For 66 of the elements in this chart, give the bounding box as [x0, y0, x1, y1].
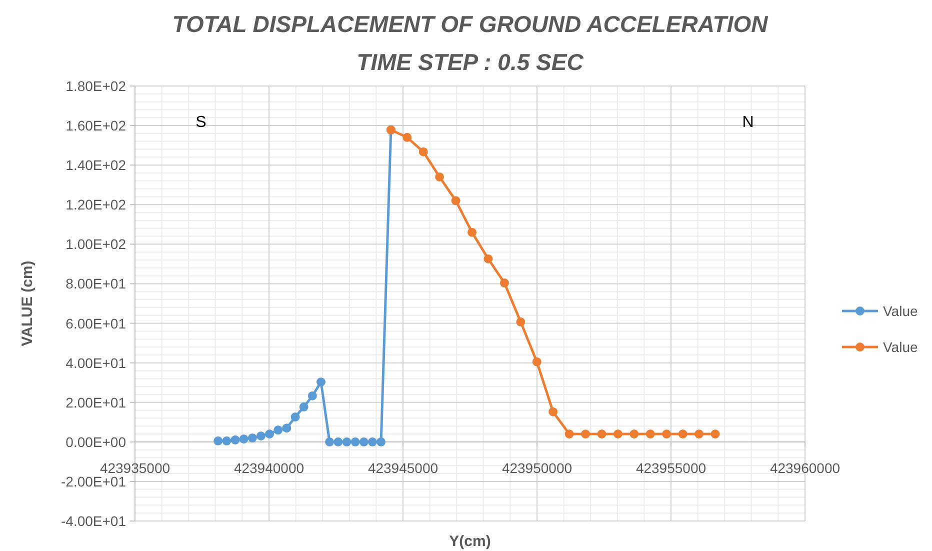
- point: [613, 430, 622, 438]
- point: [646, 430, 655, 438]
- point: [662, 430, 672, 438]
- point: [342, 437, 352, 446]
- point: [239, 434, 248, 444]
- point: [630, 430, 639, 438]
- point: [282, 424, 292, 433]
- point: [316, 378, 326, 386]
- point: [334, 437, 343, 446]
- point: [359, 437, 368, 446]
- chart-subtitle: TIME STEP : 0.5 SEC: [356, 49, 584, 75]
- point: [564, 430, 574, 438]
- point: [256, 431, 266, 440]
- x-tick-label: 423945000: [368, 460, 438, 476]
- x-tick-label: 423955000: [636, 460, 706, 476]
- point: [308, 391, 317, 400]
- point: [402, 132, 412, 142]
- point: [694, 430, 704, 438]
- point: [468, 228, 477, 237]
- y-tick-label: 1.20E+02: [66, 196, 126, 213]
- x-tick-label: 423960000: [770, 460, 840, 476]
- x-tick-label: 423940000: [234, 460, 304, 476]
- legend-label: Value: [883, 303, 918, 319]
- y-tick-label: -2.00E+01: [61, 473, 126, 490]
- y-tick-label: 1.60E+02: [66, 118, 126, 134]
- y-tick-label: 4.00E+01: [66, 354, 126, 371]
- point: [548, 407, 558, 416]
- point: [581, 430, 590, 438]
- point: [484, 254, 493, 264]
- y-tick-label: 1.40E+02: [66, 157, 126, 174]
- point: [290, 412, 300, 422]
- chart-title: TOTAL DISPLACEMENT OF GROUND ACCELERATION: [172, 11, 768, 37]
- y-axis-title: VALUE (cm): [19, 260, 36, 346]
- point: [532, 357, 542, 366]
- point: [299, 402, 308, 412]
- point: [516, 317, 526, 326]
- point: [222, 436, 232, 446]
- point: [368, 437, 377, 446]
- y-tick-label: 0.00E+00: [66, 434, 126, 450]
- point: [265, 430, 274, 438]
- y-tick-label: 2.00E+01: [66, 394, 126, 410]
- point: [230, 435, 240, 444]
- annotation: N: [742, 114, 754, 131]
- point: [678, 430, 688, 438]
- point: [274, 426, 283, 435]
- point: [435, 172, 444, 182]
- point: [451, 196, 460, 206]
- annotation: S: [196, 114, 206, 131]
- point: [376, 437, 386, 446]
- point: [325, 437, 334, 446]
- point: [248, 433, 257, 442]
- legend-label: Value: [883, 339, 918, 355]
- x-axis-title: Y(cm): [449, 533, 491, 550]
- y-tick-label: 1.00E+02: [66, 236, 126, 252]
- point: [597, 430, 606, 438]
- point: [710, 430, 720, 438]
- y-tick-label: 1.80E+02: [66, 78, 126, 94]
- point: [418, 147, 428, 156]
- point: [350, 437, 360, 446]
- y-tick-label: 8.00E+01: [66, 276, 126, 292]
- point: [500, 278, 509, 288]
- y-tick-label: 6.00E+01: [66, 315, 126, 332]
- point: [214, 436, 223, 446]
- x-tick-label: 423935000: [100, 460, 170, 476]
- x-tick-label: 423950000: [502, 460, 572, 476]
- y-tick-label: -4.00E+01: [61, 513, 126, 529]
